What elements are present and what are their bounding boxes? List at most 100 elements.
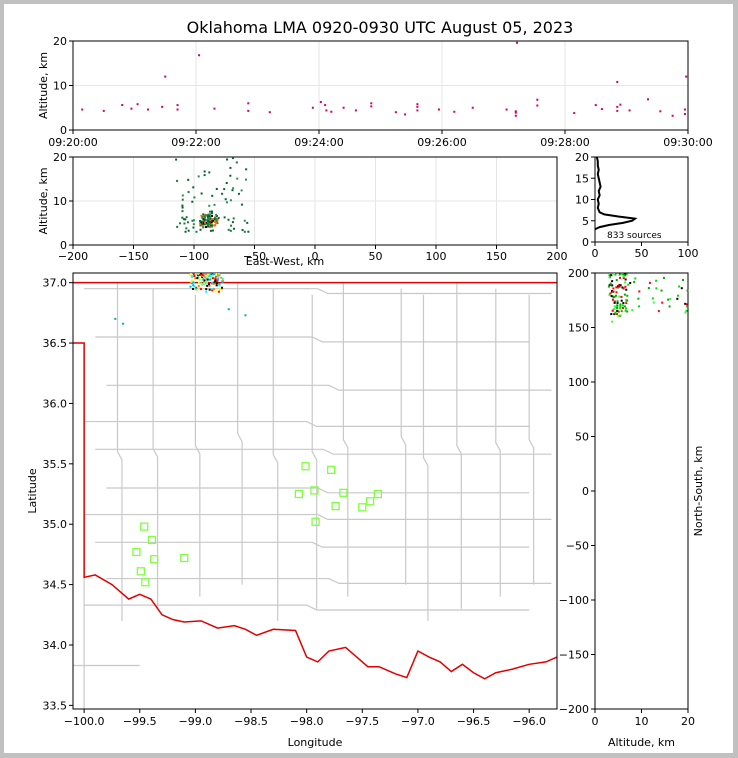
source-point: [629, 281, 632, 284]
y-tick-label: 34.0: [43, 639, 68, 652]
source-point: [619, 307, 622, 310]
source-point: [624, 307, 627, 310]
x-tick-label: −100: [179, 250, 209, 263]
source-point: [202, 221, 205, 224]
source-point: [221, 192, 224, 195]
source-point: [622, 275, 625, 278]
x-tick-label: −150: [118, 250, 148, 263]
source-point: [217, 276, 220, 279]
x-tick-label: 09:20:00: [48, 136, 97, 149]
source-point: [196, 277, 199, 280]
source-point: [634, 277, 637, 280]
source-point: [227, 308, 230, 311]
county-boundary: [106, 577, 552, 584]
source-point: [615, 286, 618, 289]
source-point: [176, 104, 179, 107]
source-point: [225, 181, 228, 184]
source-point: [203, 282, 206, 285]
source-point: [214, 224, 217, 227]
source-point: [236, 177, 239, 180]
x-axis-label: Altitude, km: [608, 736, 675, 749]
source-point: [613, 273, 616, 275]
source-point: [619, 305, 622, 308]
source-point: [625, 273, 628, 276]
county-boundary: [237, 282, 243, 585]
time-altitude-panel: 09:20:00 09:22:00 09:24:00 09:26:00 09:28:00…: [37, 35, 713, 149]
source-point: [647, 287, 650, 290]
source-point: [205, 288, 208, 291]
source-point: [130, 107, 133, 110]
source-point: [210, 210, 213, 213]
source-point: [684, 311, 687, 314]
source-point: [618, 295, 621, 298]
source-point: [610, 274, 613, 277]
source-point: [185, 227, 188, 230]
source-point: [324, 104, 327, 107]
y-tick-label: 36.0: [43, 397, 68, 410]
y-axis-label: North-South, km: [692, 446, 705, 537]
source-point: [227, 218, 230, 221]
source-point: [682, 278, 685, 281]
x-tick-label: 09:24:00: [294, 136, 343, 149]
x-tick-label: −96.5: [457, 715, 491, 728]
source-point: [201, 220, 204, 223]
source-point: [229, 166, 232, 169]
source-point: [213, 218, 216, 221]
source-point: [224, 198, 227, 201]
east-west-altitude-panel: −200 −150 −100 −50 0 50 100 150 200 0 10 20 East-Wes…: [37, 151, 568, 268]
source-point: [203, 170, 206, 173]
source-point: [206, 217, 209, 220]
source-point: [416, 109, 419, 112]
source-point: [199, 219, 202, 222]
source-point: [611, 298, 614, 301]
source-point: [211, 277, 214, 280]
source-point: [198, 278, 201, 281]
x-tick-label: 09:28:00: [540, 136, 589, 149]
source-point: [190, 282, 193, 285]
source-point: [614, 273, 617, 276]
source-point: [207, 273, 210, 276]
source-point: [216, 218, 219, 221]
source-point: [191, 279, 194, 282]
source-point: [215, 273, 218, 276]
source-point: [213, 220, 216, 223]
source-point: [81, 108, 84, 111]
source-point: [611, 284, 614, 287]
source-point: [614, 312, 617, 315]
y-tick-label: 10: [53, 195, 67, 208]
y-tick-label: 34.5: [43, 579, 68, 592]
source-point: [618, 273, 621, 276]
source-point: [192, 219, 195, 222]
source-point: [208, 171, 211, 174]
source-point: [187, 221, 190, 224]
y-tick-label: −100: [559, 594, 589, 607]
source-point: [594, 104, 597, 107]
source-point: [206, 276, 209, 279]
source-point: [209, 218, 212, 221]
source-point: [200, 286, 203, 289]
x-tick-label: 09:30:00: [663, 136, 712, 149]
x-tick-label: −97.5: [345, 715, 379, 728]
source-point: [416, 105, 419, 108]
source-point: [514, 114, 517, 117]
y-tick-label: 10: [575, 194, 589, 207]
source-point: [247, 230, 250, 233]
source-point: [181, 204, 184, 207]
source-point: [671, 114, 674, 117]
x-tick-label: −99.0: [179, 715, 213, 728]
source-point: [201, 274, 204, 277]
source-point: [624, 285, 627, 288]
source-point: [613, 301, 616, 304]
y-tick-label: 0: [60, 124, 67, 137]
source-point: [622, 302, 625, 305]
y-tick-label: 150: [568, 322, 589, 335]
source-point: [202, 213, 205, 216]
source-point: [638, 305, 641, 308]
source-point: [609, 282, 612, 285]
source-point: [192, 223, 195, 226]
source-point: [211, 289, 214, 292]
source-point: [232, 157, 235, 160]
source-point: [102, 109, 105, 112]
source-point: [193, 196, 196, 199]
source-point: [200, 273, 203, 275]
